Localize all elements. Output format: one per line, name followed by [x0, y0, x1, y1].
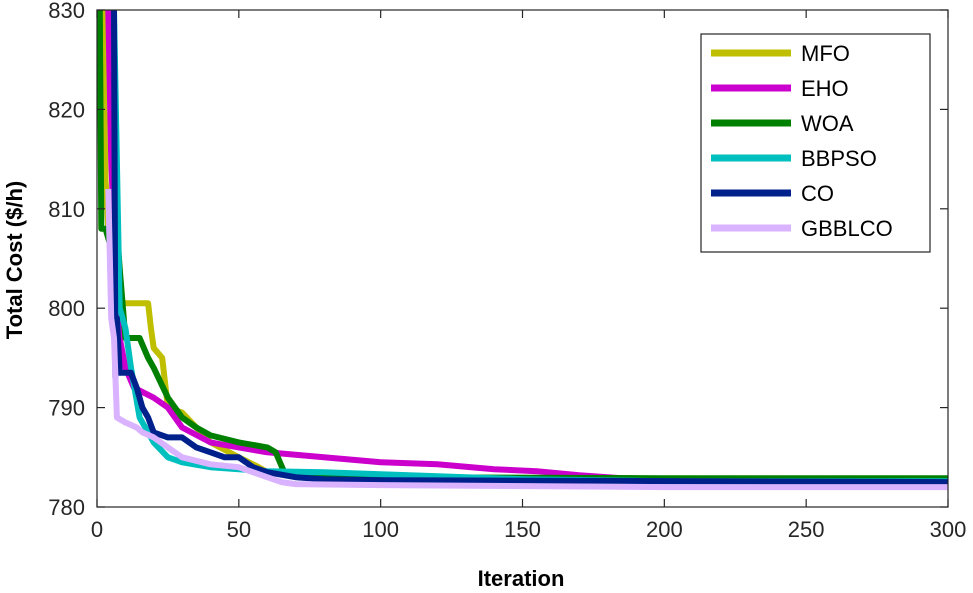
x-tick-label: 250	[788, 517, 825, 542]
legend-label-eho: EHO	[801, 76, 849, 101]
y-axis-title: Total Cost ($/h)	[2, 181, 27, 339]
series-line-bbpso	[111, 10, 948, 485]
legend-box	[700, 33, 931, 253]
series-line-eho	[105, 10, 948, 483]
x-tick-label: 50	[227, 517, 251, 542]
x-tick-label: 100	[362, 517, 399, 542]
x-axis-title: Iteration	[478, 566, 565, 591]
series-line-co	[111, 10, 948, 486]
y-tick-label: 780	[48, 495, 85, 520]
x-tick-label: 200	[646, 517, 683, 542]
y-tick-label: 820	[48, 97, 85, 122]
y-tick-label: 790	[48, 396, 85, 421]
legend: MFO EHO WOA BBPSO CO GBBLCO	[700, 33, 931, 253]
x-tick-label: 0	[91, 517, 103, 542]
y-tick-label: 830	[48, 0, 85, 23]
y-tick-label: 800	[48, 296, 85, 321]
x-tick-label: 300	[930, 517, 967, 542]
series-line-gbblco	[105, 188, 948, 491]
series-layer	[97, 10, 948, 491]
legend-label-co: CO	[801, 181, 834, 206]
legend-label-gbblco: GBBLCO	[801, 216, 893, 241]
y-tick-label: 810	[48, 197, 85, 222]
legend-label-bbpso: BBPSO	[801, 146, 877, 171]
legend-label-woa: WOA	[801, 111, 854, 136]
axes-layer: 0 50 100 150 200 250 300 780 790 800 810 820 830	[48, 0, 966, 542]
x-tick-label: 150	[504, 517, 541, 542]
legend-label-mfo: MFO	[801, 41, 850, 66]
